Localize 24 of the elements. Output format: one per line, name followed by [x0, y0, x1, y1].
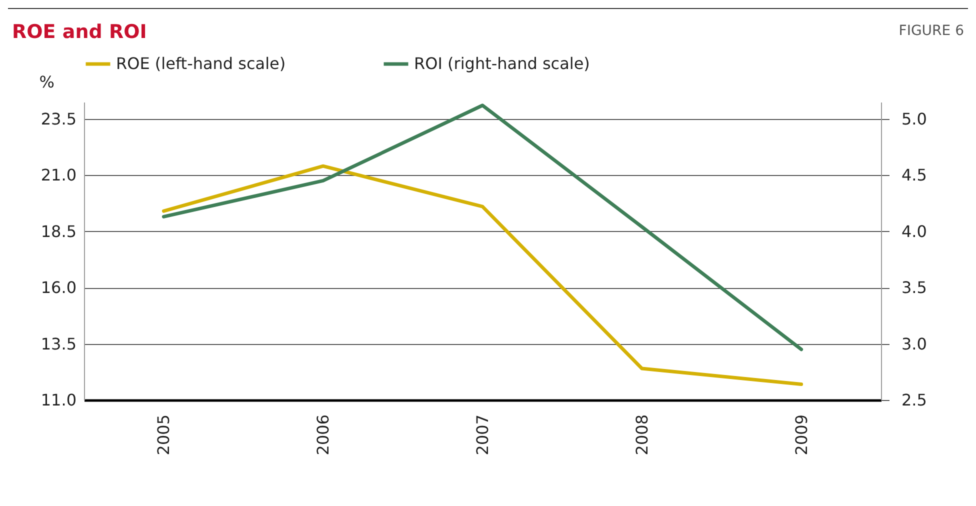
y-tick-label: 21.0	[40, 166, 76, 185]
y-tick-label: 13.5	[40, 334, 76, 354]
y2-tick-label: 5.0	[902, 109, 927, 128]
caption: FIGURE 6	[898, 23, 964, 39]
y2-tick-label: 4.0	[902, 222, 927, 241]
chart-title: ROE and ROI	[12, 21, 147, 43]
x-tick-label: 2007	[473, 414, 492, 456]
legend-label: ROI (right-hand scale)	[414, 54, 590, 73]
y2-tick-label: 3.0	[902, 334, 927, 354]
x-tick-label: 2009	[792, 414, 811, 456]
line-series	[162, 164, 804, 386]
y2-tick-label: 2.5	[902, 390, 927, 410]
y2-tick-label: 3.5	[902, 278, 927, 298]
x-tick-label: 2006	[314, 414, 333, 456]
x-tick-label: 2008	[632, 414, 652, 456]
y-tick-label: 11.0	[40, 390, 76, 410]
y-tick-label: 16.0	[40, 278, 76, 298]
legend-label: ROE (left-hand scale)	[116, 54, 286, 73]
line-series	[162, 104, 804, 352]
y-axis-title: %	[39, 72, 54, 92]
y-tick-label: 23.5	[40, 109, 76, 128]
y-tick-label: 18.5	[40, 222, 76, 241]
x-tick-label: 2005	[154, 414, 174, 456]
y2-tick-label: 4.5	[902, 166, 927, 185]
